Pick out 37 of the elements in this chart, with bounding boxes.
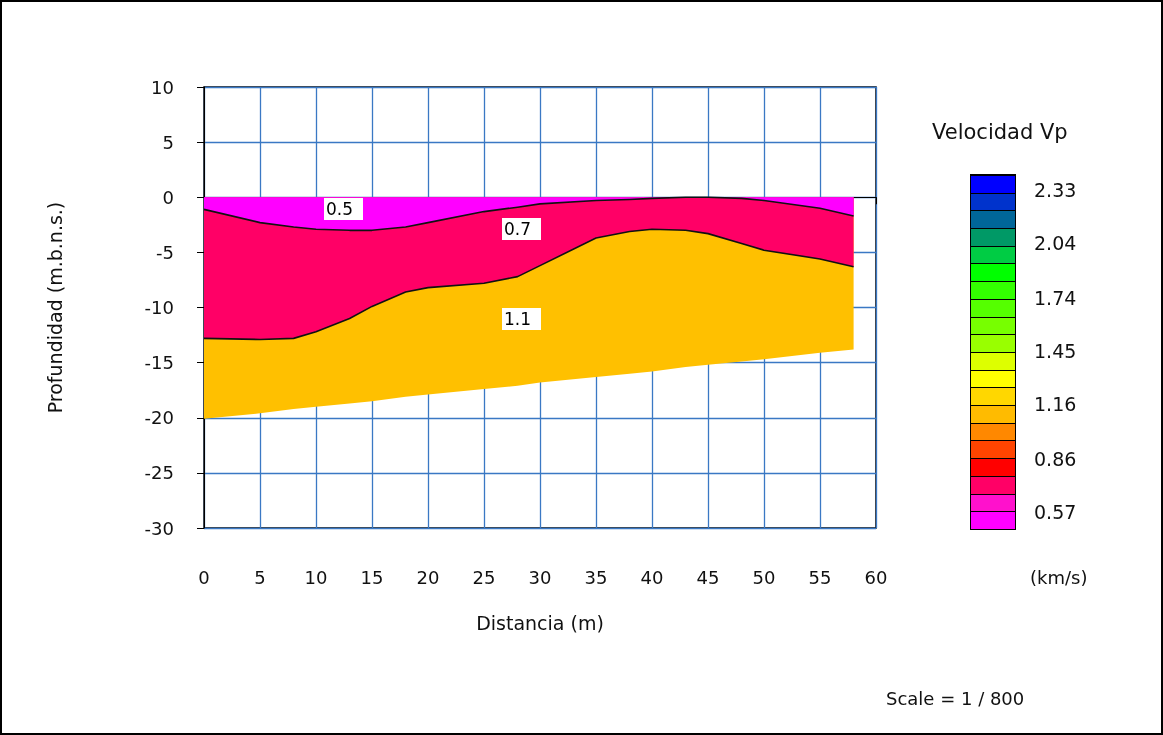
color-bar-title: Velocidad Vp (932, 120, 1068, 144)
color-bar-label: 1.16 (1034, 392, 1077, 417)
color-bar-label: 2.04 (1034, 231, 1077, 256)
x-tick-label: 50 (752, 566, 776, 588)
x-tick-label: 20 (416, 566, 440, 588)
y-tick-label: -15 (144, 352, 174, 374)
color-bar-label: 0.86 (1034, 446, 1077, 471)
y-tick-label: -20 (144, 407, 174, 429)
annotation: 0.7 (502, 218, 542, 240)
color-bar-label: 1.74 (1034, 286, 1077, 311)
x-tick-label: 30 (528, 566, 552, 588)
x-tick-label: 35 (584, 566, 608, 588)
y-tick-label: -25 (144, 462, 174, 484)
y-tick-label: 10 (151, 76, 174, 98)
y-tick-label: 5 (162, 131, 174, 153)
x-tick-label: 45 (696, 566, 720, 588)
x-tick-label: 60 (864, 566, 888, 588)
y-tick-label: -5 (156, 241, 174, 263)
text: Scale = 1 / 800 (886, 688, 1025, 709)
y-tick-label: 0 (162, 186, 174, 208)
color-bar-label: 2.33 (1034, 178, 1077, 203)
y-tick-label: -30 (144, 517, 174, 539)
x-tick-label: 0 (198, 566, 210, 588)
x-tick-label: 10 (304, 566, 328, 588)
annotation: 1.1 (502, 308, 542, 330)
y-axis-title: Profundidad (m.b.n.s.) (43, 201, 66, 414)
color-bar-label: 0.57 (1034, 499, 1077, 524)
annotation: 0.5 (324, 198, 364, 220)
y-tick-label: -10 (144, 297, 174, 318)
x-tick-label: 55 (808, 566, 832, 588)
x-axis-title: Distancia (m) (476, 611, 604, 634)
x-tick-label: 15 (360, 566, 384, 588)
color-bar-label: 1.45 (1034, 339, 1077, 364)
text: (km/s) (1030, 567, 1088, 588)
x-tick-label: 25 (472, 566, 496, 588)
x-tick-label: 5 (254, 566, 266, 588)
x-tick-label: 40 (640, 566, 664, 588)
